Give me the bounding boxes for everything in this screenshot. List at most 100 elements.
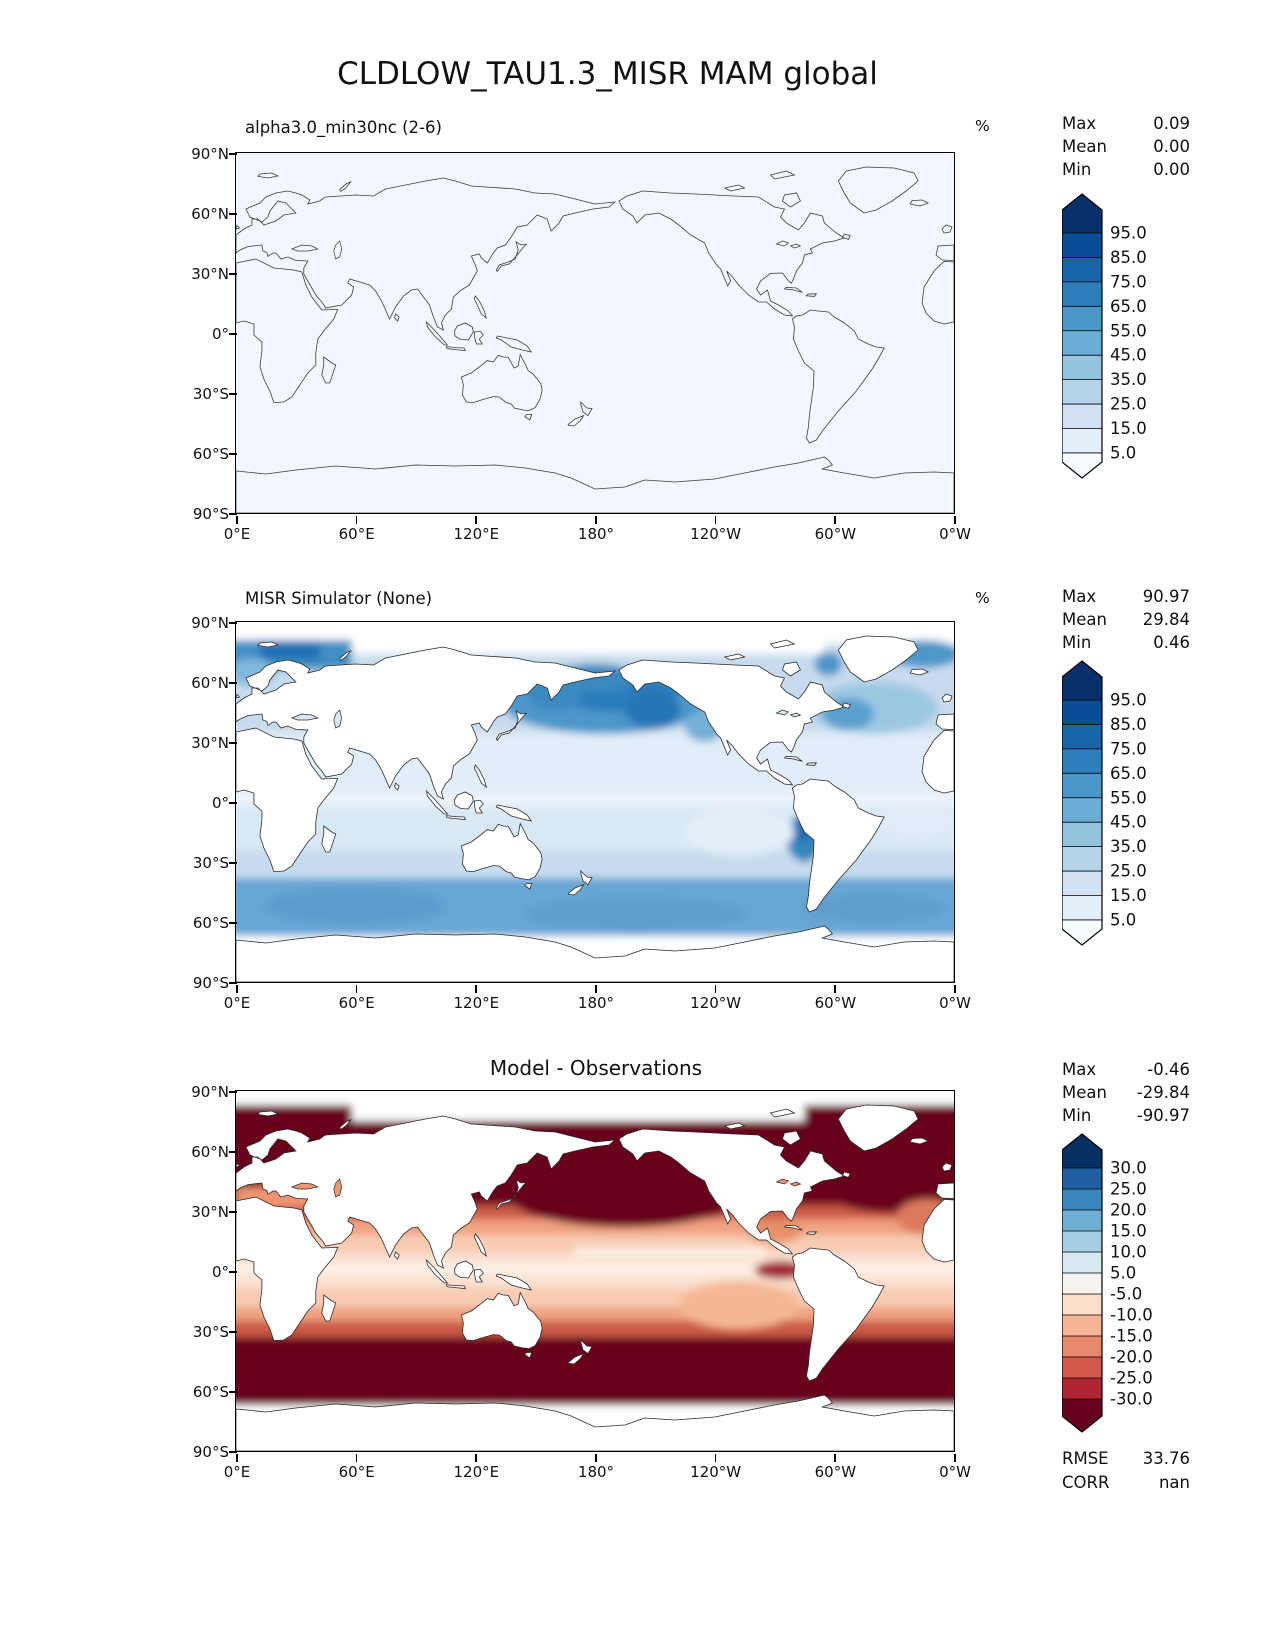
panel2-lat-label: 30°N bbox=[191, 734, 229, 752]
panel3-lat-label: 60°N bbox=[191, 1143, 229, 1161]
lon-tick bbox=[714, 1454, 717, 1462]
colorbar-tick-label: 75.0 bbox=[1110, 739, 1147, 758]
lon-tick bbox=[595, 985, 597, 993]
panel2-lon-label: 120°W bbox=[690, 994, 742, 1012]
colorbar-tick-label: 35.0 bbox=[1110, 837, 1147, 856]
stat-row: Mean 29.84 bbox=[1062, 608, 1190, 631]
panel2-lon-label: 0°E bbox=[223, 994, 251, 1012]
lat-tick bbox=[229, 862, 237, 864]
panel1-lat-label: 60°N bbox=[191, 205, 229, 223]
panel3-lon-label: 0°W bbox=[939, 1463, 971, 1481]
panel3-lon-label: 120°W bbox=[690, 1463, 742, 1481]
lat-tick bbox=[229, 453, 237, 455]
colorbar-tick-label: 10.0 bbox=[1110, 1243, 1147, 1262]
stat-row: Min 0.46 bbox=[1062, 631, 1190, 654]
panel1-lon-label: 60°E bbox=[338, 525, 375, 543]
panel1-lat-label: 30°N bbox=[191, 265, 229, 283]
panel2-lat-label: 0° bbox=[211, 794, 229, 812]
panel1-units-label: % bbox=[975, 117, 990, 135]
figure-title: CLDLOW_TAU1.3_MISR MAM global bbox=[337, 56, 878, 92]
panel3-stats: Max -0.46 Mean -29.84 Min -90.97 bbox=[1062, 1058, 1190, 1127]
colorbar-tick-label: 95.0 bbox=[1110, 691, 1147, 710]
colorbar-tick-label: 75.0 bbox=[1110, 272, 1147, 291]
lat-tick bbox=[229, 393, 237, 395]
stat-value: -90.97 bbox=[1136, 1106, 1190, 1125]
lon-tick bbox=[475, 516, 478, 524]
panel2-lon-label: 60°W bbox=[814, 994, 857, 1012]
lat-tick bbox=[229, 513, 237, 515]
colorbar-tick-label: 5.0 bbox=[1110, 443, 1136, 462]
stat-row: Max 90.97 bbox=[1062, 585, 1190, 608]
panel1-lon-label: 0°W bbox=[939, 525, 971, 543]
stat-value: 29.84 bbox=[1142, 610, 1190, 629]
lat-tick bbox=[229, 802, 237, 804]
stat-row: Max 0.09 bbox=[1062, 112, 1190, 135]
lon-tick bbox=[954, 985, 956, 993]
panel2-lat-label: 90°S bbox=[192, 974, 229, 992]
colorbar-tick-label: 30.0 bbox=[1110, 1159, 1147, 1178]
panel1-lon-label: 0°E bbox=[223, 525, 251, 543]
lat-tick bbox=[229, 273, 237, 275]
colorbar-tick-label: -15.0 bbox=[1110, 1327, 1153, 1346]
lon-tick bbox=[714, 516, 717, 524]
panel1-map-svg bbox=[236, 153, 954, 513]
panel1-lon-label: 120°W bbox=[690, 525, 742, 543]
stat-value: -29.84 bbox=[1136, 1083, 1190, 1102]
lat-tick bbox=[229, 622, 237, 624]
panel3-map bbox=[235, 1090, 955, 1452]
lon-tick bbox=[834, 516, 837, 524]
panel1-title: alpha3.0_min30nc (2-6) bbox=[245, 118, 442, 137]
stat-value: 0.09 bbox=[1153, 114, 1190, 133]
stat-row: Min 0.00 bbox=[1062, 158, 1190, 181]
lat-tick bbox=[229, 153, 237, 155]
colorbar-tick-label: 15.0 bbox=[1110, 886, 1147, 905]
stat-value: 90.97 bbox=[1142, 587, 1190, 606]
panel2-stats: Max 90.97 Mean 29.84 Min 0.46 bbox=[1062, 585, 1190, 654]
lon-tick bbox=[355, 1454, 358, 1462]
stat-row: RMSE 33.76 bbox=[1062, 1447, 1190, 1471]
lon-tick bbox=[954, 516, 956, 524]
panel1-lat-label: 30°S bbox=[192, 385, 229, 403]
colorbar-svg: 95.0 85.0 75.0 65.0 55.0 45.0 35.0 25.0 15.0 5.0 bbox=[1061, 660, 1147, 946]
colorbar-tick-label: 55.0 bbox=[1110, 321, 1147, 340]
stat-row: Max -0.46 bbox=[1062, 1058, 1190, 1081]
colorbar-tick-label: 15.0 bbox=[1110, 419, 1147, 438]
stat-label: Mean bbox=[1062, 1083, 1107, 1102]
panel3-lon-label: 0°E bbox=[223, 1463, 251, 1481]
colorbar-tick-label: -30.0 bbox=[1110, 1390, 1153, 1409]
panel1-lat-label: 90°S bbox=[192, 505, 229, 523]
colorbar-tick-label: -25.0 bbox=[1110, 1369, 1153, 1388]
lat-tick bbox=[229, 922, 237, 924]
panel2-map-svg bbox=[236, 622, 954, 982]
panel2-lat-label: 90°N bbox=[191, 614, 229, 632]
lon-tick bbox=[954, 1454, 956, 1462]
panel3-lon-label: 60°E bbox=[338, 1463, 375, 1481]
colorbar-tick-label: 35.0 bbox=[1110, 370, 1147, 389]
panel1-map bbox=[235, 152, 955, 514]
panel2-lon-label: 180° bbox=[577, 994, 615, 1012]
lon-tick bbox=[236, 985, 238, 993]
colorbar-tick-label: -20.0 bbox=[1110, 1348, 1153, 1367]
panel1-lon-label: 120°E bbox=[453, 525, 500, 543]
colorbar-tick-label: 15.0 bbox=[1110, 1222, 1147, 1241]
lon-tick bbox=[355, 516, 358, 524]
panel3-lat-label: 30°N bbox=[191, 1203, 229, 1221]
panel2-lat-label: 60°N bbox=[191, 674, 229, 692]
colorbar-tick-label: 25.0 bbox=[1110, 862, 1147, 881]
stat-row: Mean 0.00 bbox=[1062, 135, 1190, 158]
stat-label: Min bbox=[1062, 160, 1092, 179]
stat-label: CORR bbox=[1062, 1473, 1110, 1492]
lat-tick bbox=[229, 1211, 237, 1213]
lon-tick bbox=[236, 516, 238, 524]
colorbar-tick-label: 65.0 bbox=[1110, 764, 1147, 783]
panel2-colorbar: 95.0 85.0 75.0 65.0 55.0 45.0 35.0 25.0 15.0 5.0 bbox=[1061, 660, 1182, 953]
panel1-lat-label: 90°N bbox=[191, 145, 229, 163]
stat-row: Min -90.97 bbox=[1062, 1104, 1190, 1127]
colorbar-tick-label: 85.0 bbox=[1110, 248, 1147, 267]
stat-label: Max bbox=[1062, 587, 1097, 606]
panel2-map bbox=[235, 621, 955, 983]
lon-tick bbox=[475, 1454, 478, 1462]
panel2-lon-label: 0°W bbox=[939, 994, 971, 1012]
colorbar-tick-label: 45.0 bbox=[1110, 813, 1147, 832]
panel2-lat-label: 30°S bbox=[192, 854, 229, 872]
